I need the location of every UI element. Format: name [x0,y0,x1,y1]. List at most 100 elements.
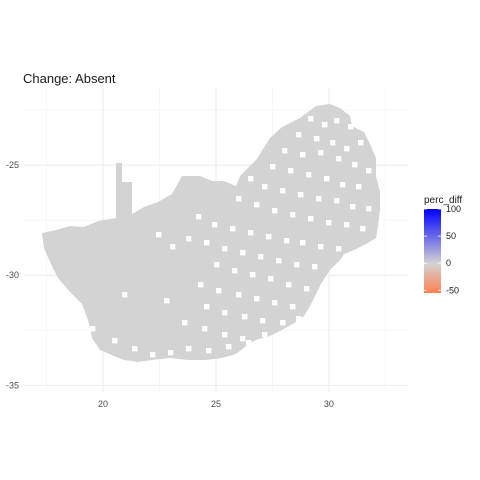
absent-cell [214,262,220,268]
absent-cell [254,296,260,302]
absent-cell [288,168,294,174]
absent-cell [206,348,212,354]
absent-cell [262,332,268,338]
y-tick-label: -30 [6,270,19,280]
absent-cell [356,184,362,190]
absent-cell [236,292,242,298]
absent-cell [280,320,286,326]
absent-cell [236,196,242,202]
absent-cell [222,332,228,338]
absent-cell [270,164,276,170]
absent-cell [304,286,310,292]
absent-cell [258,254,264,260]
absent-cell [232,268,238,274]
absent-cell [286,282,292,288]
absent-cell [330,140,336,146]
absent-cell [260,318,266,324]
absent-cell [186,346,192,352]
absent-cell [272,300,278,306]
absent-cell [246,340,252,346]
absent-cell [240,336,246,342]
absent-cell [336,246,342,252]
legend-label: 50 [446,231,456,241]
absent-cell [226,344,232,350]
absent-cell [334,118,340,124]
color-legend: perc_diff 100 50 0 -50 [424,195,462,295]
absent-cell [112,338,118,344]
absent-cell [334,198,340,204]
absent-cell [230,226,236,232]
absent-cell [308,216,314,222]
absent-cell [254,202,260,208]
absent-cell [186,236,192,242]
absent-cell [198,282,204,288]
absent-cell [240,250,246,256]
absent-cell [300,240,306,246]
absent-cell [282,148,288,154]
y-tick-label: -25 [6,160,19,170]
chart-title: Change: Absent [23,71,116,86]
x-tick-label: 25 [211,399,221,409]
absent-cell [272,208,278,214]
absent-cell [366,206,372,212]
absent-cell [322,122,328,128]
x-tick-label: 30 [324,399,334,409]
x-tick-label: 20 [98,399,108,409]
absent-cell [204,240,210,246]
absent-cell [344,222,350,228]
absent-cell [336,156,342,162]
absent-cell [168,350,174,356]
absent-cell [360,226,366,232]
absent-cell [242,314,248,320]
absent-cell [122,292,128,298]
absent-cell [326,220,332,226]
absent-cell [318,244,324,250]
absent-cell [182,320,188,326]
legend-label: 0 [446,258,451,268]
absent-cell [308,116,314,122]
absent-cell [290,212,296,218]
absent-cell [204,304,210,310]
absent-cell [222,310,228,316]
absent-cell [316,196,322,202]
absent-cell [280,188,286,194]
absent-cell [196,214,202,220]
absent-cell [202,326,208,332]
absent-cell [366,168,372,174]
absent-cell [152,366,158,372]
absent-cell [318,150,324,156]
absent-cell [294,262,300,268]
absent-cell [312,264,318,270]
absent-cell [150,352,156,358]
absent-cell [262,184,268,190]
absent-cell [306,172,312,178]
absent-cell [314,136,320,142]
absent-cells [90,116,372,372]
x-axis-ticks: 20 25 30 [98,399,334,409]
absent-cell [216,288,222,294]
y-tick-label: -35 [6,380,19,390]
absent-cell [266,234,272,240]
absent-cell [140,364,146,370]
y-axis-ticks: -25 -30 -35 [6,160,19,390]
absent-cell [156,232,162,238]
absent-cell [248,176,254,182]
absent-cell [296,132,302,138]
absent-cell [132,346,138,352]
legend-title: perc_diff [424,195,462,206]
legend-labels: 100 50 0 -50 [424,204,461,295]
absent-cell [340,182,346,188]
absent-cell [222,246,228,252]
absent-cell [344,146,350,152]
absent-cell [170,244,176,250]
absent-cell [276,258,282,264]
absent-cell [348,124,354,130]
absent-cell [350,204,356,210]
legend-label: 100 [446,204,461,214]
absent-cell [250,272,256,278]
absent-cell [164,298,170,304]
plot-panel: 20 25 30 -25 -30 -35 [6,88,408,409]
absent-cell [358,140,364,146]
absent-cell [298,192,304,198]
raster-cells [42,104,380,362]
